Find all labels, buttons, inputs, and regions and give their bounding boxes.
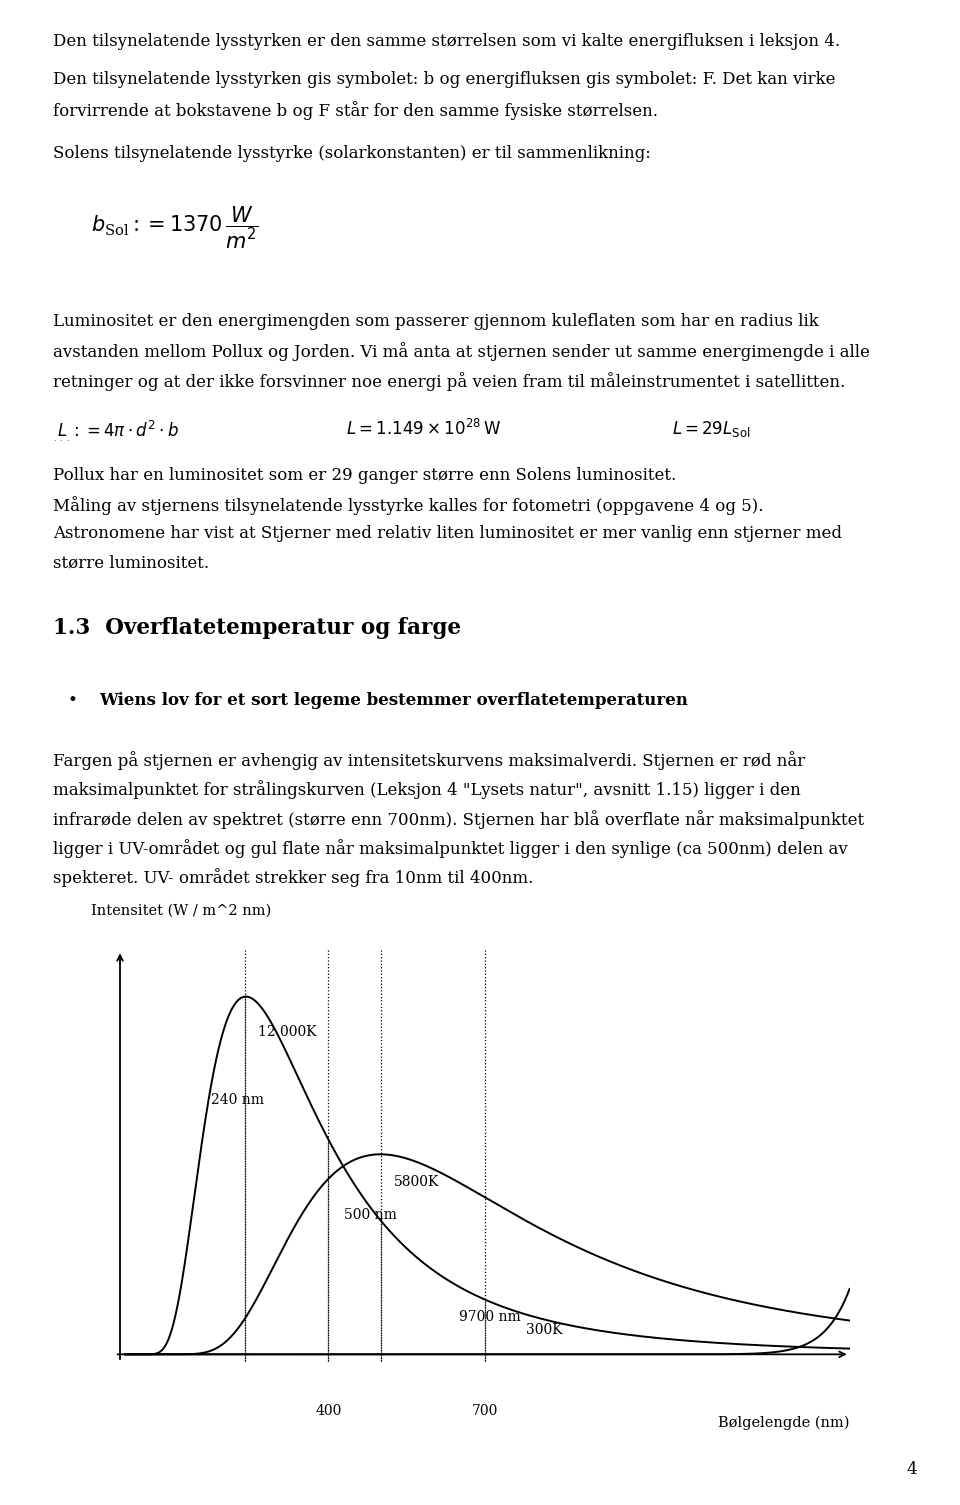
Text: ligger i UV-området og gul flate når maksimalpunktet ligger i den synlige (ca 50: ligger i UV-området og gul flate når mak… — [53, 838, 848, 858]
Text: $L = 29L_{\mathrm{Sol}}$: $L = 29L_{\mathrm{Sol}}$ — [672, 418, 751, 439]
Text: 12 000K: 12 000K — [258, 1025, 317, 1038]
Text: Wiens lov for et sort legeme bestemmer overflatetemperaturen: Wiens lov for et sort legeme bestemmer o… — [99, 691, 687, 709]
Text: avstanden mellom Pollux og Jorden. Vi må anta at stjernen sender ut samme energi: avstanden mellom Pollux og Jorden. Vi må… — [53, 342, 870, 361]
Text: •: • — [67, 691, 77, 709]
Text: maksimalpunktet for strålingskurven (Leksjon 4 "Lysets natur", avsnitt 1.15) lig: maksimalpunktet for strålingskurven (Lek… — [53, 780, 801, 799]
Text: Den tilsynelatende lysstyrken er den samme størrelsen som vi kalte energifluksen: Den tilsynelatende lysstyrken er den sam… — [53, 33, 840, 50]
Text: 240 nm: 240 nm — [211, 1093, 264, 1106]
Text: $b_{\mathregular{Sol}} := 1370\,\dfrac{W}{m^{2}}$: $b_{\mathregular{Sol}} := 1370\,\dfrac{W… — [91, 205, 259, 251]
Text: spekteret. UV- området strekker seg fra 10nm til 400nm.: spekteret. UV- området strekker seg fra … — [53, 868, 533, 888]
Text: Pollux har en luminositet som er 29 ganger større enn Solens luminositet.: Pollux har en luminositet som er 29 gang… — [53, 467, 676, 483]
Text: 700: 700 — [471, 1404, 498, 1418]
Text: Fargen på stjernen er avhengig av intensitetskurvens maksimalverdi. Stjernen er : Fargen på stjernen er avhengig av intens… — [53, 751, 805, 771]
Text: $\underset{{}_{.}\,{}_{.}\,{}_{.}}{L} := 4\pi \cdot d^{2} \cdot b$: $\underset{{}_{.}\,{}_{.}\,{}_{.}}{L} :=… — [53, 418, 179, 444]
Text: $L = 1.149\times 10^{28}\,\mathrm{W}$: $L = 1.149\times 10^{28}\,\mathrm{W}$ — [346, 418, 500, 439]
Text: Intensitet (W / m^2 nm): Intensitet (W / m^2 nm) — [91, 903, 271, 918]
Text: Solens tilsynelatende lysstyrke (solarkonstanten) er til sammenlikning:: Solens tilsynelatende lysstyrke (solarko… — [53, 144, 651, 163]
Text: Astronomene har vist at Stjerner med relativ liten luminositet er mer vanlig enn: Astronomene har vist at Stjerner med rel… — [53, 525, 842, 542]
Text: Måling av stjernens tilsynelatende lysstyrke kalles for fotometri (oppgavene 4 o: Måling av stjernens tilsynelatende lysst… — [53, 495, 763, 515]
Text: 9700 nm: 9700 nm — [459, 1309, 520, 1324]
Text: infrarøde delen av spektret (større enn 700nm). Stjernen har blå overflate når m: infrarøde delen av spektret (større enn … — [53, 810, 864, 829]
Text: 4: 4 — [906, 1461, 917, 1478]
Text: 300K: 300K — [526, 1323, 564, 1336]
Text: 400: 400 — [315, 1404, 342, 1418]
Text: 1.3  Overflatetemperatur og farge: 1.3 Overflatetemperatur og farge — [53, 617, 461, 640]
Text: Bølgelengde (nm): Bølgelengde (nm) — [718, 1416, 850, 1430]
Text: forvirrende at bokstavene b og F står for den samme fysiske størrelsen.: forvirrende at bokstavene b og F står fo… — [53, 101, 658, 120]
Text: 500 nm: 500 nm — [344, 1209, 397, 1222]
Text: Den tilsynelatende lysstyrken gis symbolet: b og energifluksen gis symbolet: F. : Den tilsynelatende lysstyrken gis symbol… — [53, 71, 835, 89]
Text: retninger og at der ikke forsvinner noe energi på veien fram til måleinstrumente: retninger og at der ikke forsvinner noe … — [53, 372, 845, 391]
Text: større luminositet.: større luminositet. — [53, 554, 209, 572]
Text: 5800K: 5800K — [394, 1175, 439, 1189]
Text: Luminositet er den energimengden som passerer gjennom kuleflaten som har en radi: Luminositet er den energimengden som pas… — [53, 313, 819, 330]
